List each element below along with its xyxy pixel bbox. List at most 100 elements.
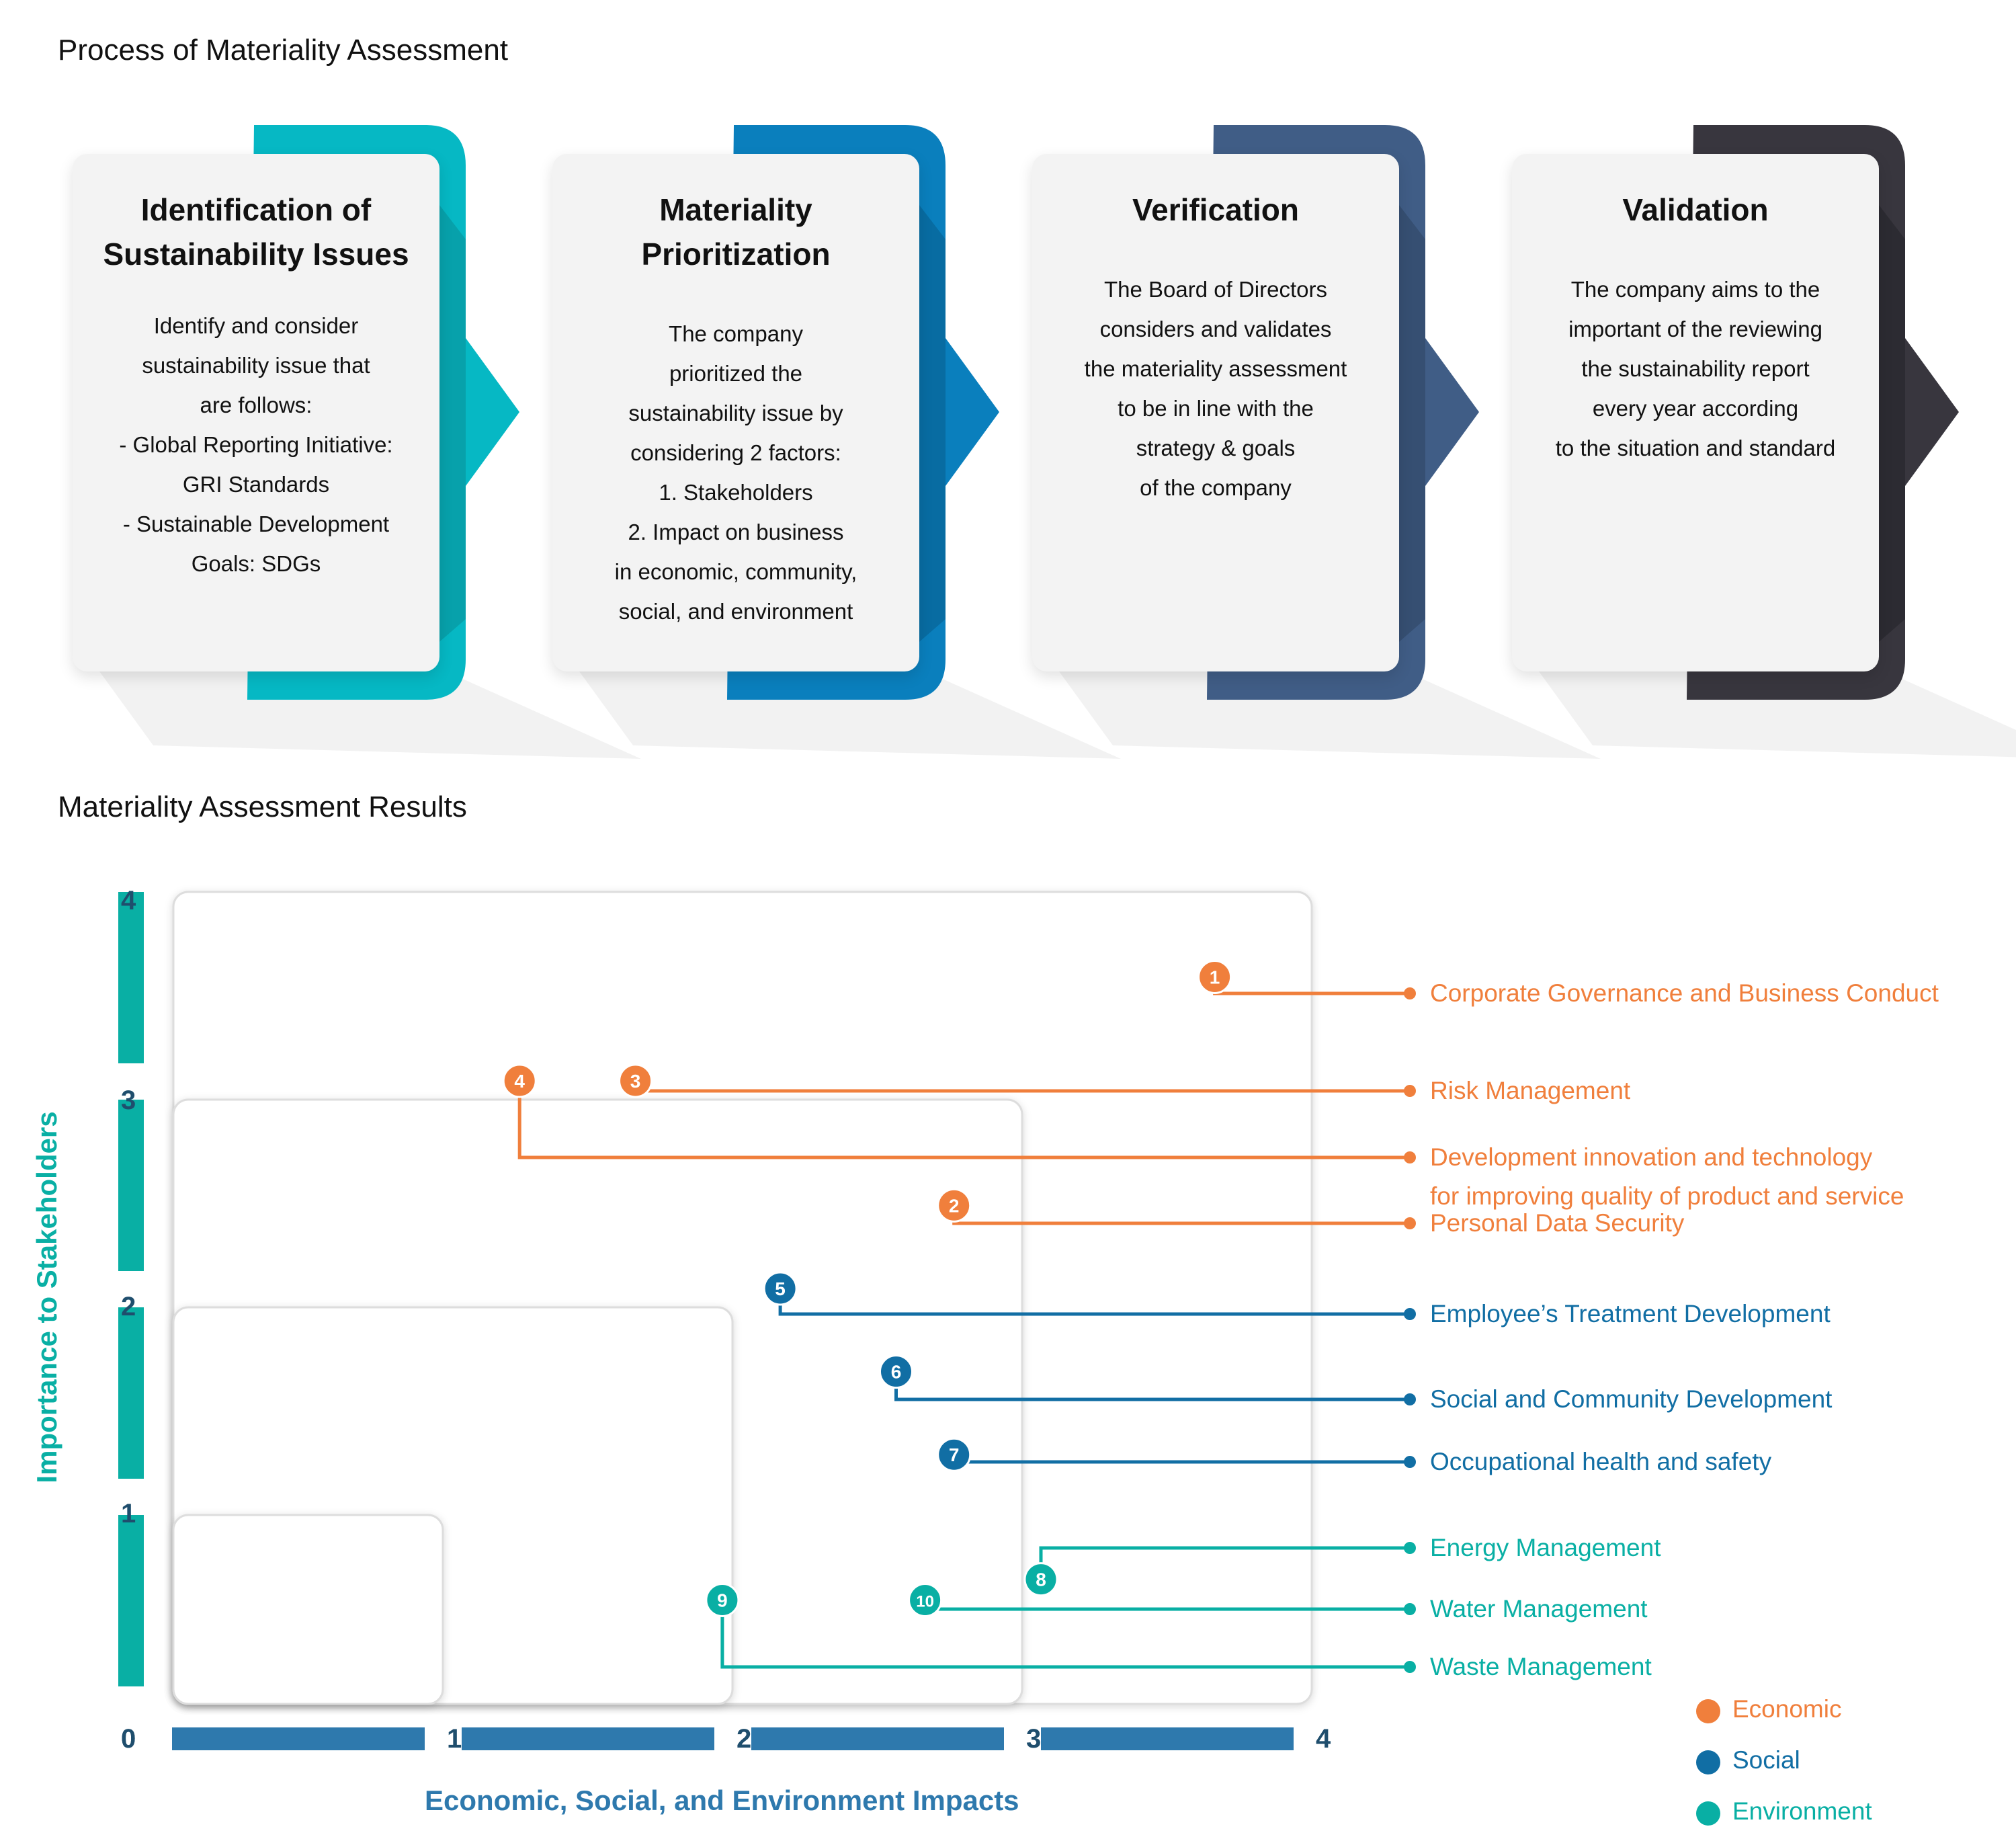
point-marker-3	[618, 1063, 653, 1098]
point-marker-7	[937, 1437, 972, 1472]
step-title: Validation	[1525, 188, 1865, 232]
x-axis-bar	[172, 1727, 425, 1750]
step-shadow	[579, 671, 1121, 759]
issue-label-6: Social and Community Development	[1430, 1380, 1832, 1419]
issue-label-1: Corporate Governance and Business Conduc…	[1430, 974, 1939, 1013]
leader-endpoint	[1404, 1603, 1416, 1615]
y-axis-bar	[118, 1100, 144, 1271]
x-axis-bars	[172, 1727, 1294, 1750]
results-section-title: Materiality Assessment Results	[58, 790, 467, 823]
matrix-frames	[172, 891, 1313, 1705]
point-marker-4	[502, 1063, 537, 1098]
step-shadow	[1059, 671, 1601, 759]
step-title-line: Materiality	[659, 192, 812, 227]
step-description-line: of the company	[1140, 475, 1292, 500]
x-axis-bar	[751, 1727, 1004, 1750]
step-title-line: Verification	[1132, 192, 1299, 227]
y-axis-bar	[118, 892, 144, 1063]
y-tick-label: 1	[121, 1499, 136, 1528]
leader-endpoint	[1404, 1456, 1416, 1468]
step-shadow	[99, 671, 641, 759]
point-number-9: 9	[717, 1590, 728, 1611]
step-description-line: prioritized the	[669, 361, 803, 386]
issue-label-line: Risk Management	[1430, 1077, 1631, 1104]
point-number-6: 6	[891, 1362, 902, 1383]
step-title-line: Identification of	[140, 192, 372, 227]
x-tick-label: 3	[1026, 1724, 1042, 1754]
step-description-line: sustainability issue by	[628, 401, 843, 425]
step-description-line: to the situation and standard	[1555, 436, 1836, 460]
issue-label-9: Waste Management	[1430, 1647, 1652, 1686]
step-title-line: Sustainability Issues	[103, 237, 409, 272]
issue-label-8: Energy Management	[1430, 1528, 1661, 1567]
issue-label-2: Personal Data Security	[1430, 1204, 1684, 1243]
y-axis-bar	[118, 1307, 144, 1479]
issue-label-line: Energy Management	[1430, 1534, 1661, 1561]
step-description-line: the materiality assessment	[1084, 356, 1347, 381]
step-description-line: considering 2 factors:	[630, 440, 841, 465]
point-marker-10	[908, 1583, 943, 1617]
step-description-line: 2. Impact on business	[628, 520, 844, 544]
y-axis-bars	[118, 892, 144, 1686]
point-number-1: 1	[1210, 967, 1220, 988]
issue-label-line: Corporate Governance and Business Conduc…	[1430, 979, 1939, 1007]
step-description-line: strategy & goals	[1136, 436, 1296, 460]
leader-endpoint	[1404, 1217, 1416, 1229]
step-title: Identification of Sustainability Issues	[86, 188, 426, 276]
issue-label-line: Personal Data Security	[1430, 1209, 1685, 1237]
step-description: The Board of Directors considers and vali…	[1046, 270, 1386, 507]
y-tick-label: 3	[121, 1086, 136, 1115]
issue-label-line: Water Management	[1430, 1595, 1648, 1623]
step-description-line: The company	[669, 321, 803, 346]
point-number-10: 10	[916, 1593, 934, 1611]
issue-label-line: Social and Community Development	[1430, 1385, 1833, 1413]
x-tick-label: 2	[737, 1724, 752, 1754]
step-shadow	[1539, 671, 2016, 758]
step-description: The company prioritized the sustainability…	[566, 314, 906, 631]
point-number-8: 8	[1036, 1569, 1046, 1590]
issue-label-7: Occupational health and safety	[1430, 1442, 1771, 1481]
y-tick-label: 0	[121, 1724, 136, 1754]
point-marker-6	[879, 1354, 913, 1389]
issue-label-3: Risk Management	[1430, 1071, 1630, 1110]
point-number-4: 4	[514, 1071, 525, 1092]
x-tick-label: 1	[447, 1724, 462, 1754]
legend-label-social: Social	[1732, 1746, 1800, 1774]
issue-label-10: Water Management	[1430, 1590, 1648, 1629]
point-number-3: 3	[630, 1071, 641, 1092]
leader-endpoint	[1404, 1393, 1416, 1405]
point-marker-8	[1023, 1562, 1058, 1597]
step-description-line: The company aims to the	[1570, 277, 1820, 302]
step-title-line: Validation	[1622, 192, 1769, 227]
y-axis-bar	[118, 1515, 144, 1686]
leader-endpoint	[1404, 1308, 1416, 1320]
legend-swatch-environment	[1696, 1801, 1720, 1826]
data-points: 1 3 4 2 5 6 7 8 10 9	[502, 960, 1232, 1617]
step-description-line: GRI Standards	[182, 472, 330, 497]
leader-line-4	[517, 1081, 1410, 1159]
leader-line-9	[720, 1600, 1410, 1669]
step-description-line: important of the reviewing	[1568, 317, 1822, 341]
step-description: Identify and consider sustainability issu…	[86, 306, 426, 583]
leader-endpoint	[1404, 1085, 1416, 1097]
step-title: Materiality Prioritization	[566, 188, 906, 276]
step-title-line: Prioritization	[641, 237, 831, 272]
step-description-line: are follows:	[200, 393, 312, 417]
step-description-line: - Global Reporting Initiative:	[119, 432, 393, 457]
step-4-card: Validation The company aims to the importa…	[1512, 154, 1879, 671]
leader-endpoint	[1404, 987, 1416, 999]
step-description-line: the sustainability report	[1581, 356, 1810, 381]
leader-endpoint	[1404, 1542, 1416, 1554]
leader-endpoint	[1404, 1661, 1416, 1673]
process-section-title: Process of Materiality Assessment	[58, 34, 509, 67]
legend-swatch-social	[1696, 1750, 1720, 1774]
matrix-frame-1	[172, 1514, 444, 1705]
point-marker-2	[937, 1188, 972, 1223]
issue-label-4: Development innovation and technology for…	[1430, 1138, 1904, 1216]
leader-endpoint	[1404, 1151, 1416, 1163]
step-description-line: The Board of Directors	[1104, 277, 1327, 302]
step-description-line: every year according	[1592, 396, 1799, 421]
x-tick-label: 0	[121, 1724, 136, 1754]
point-marker-5	[763, 1271, 798, 1306]
